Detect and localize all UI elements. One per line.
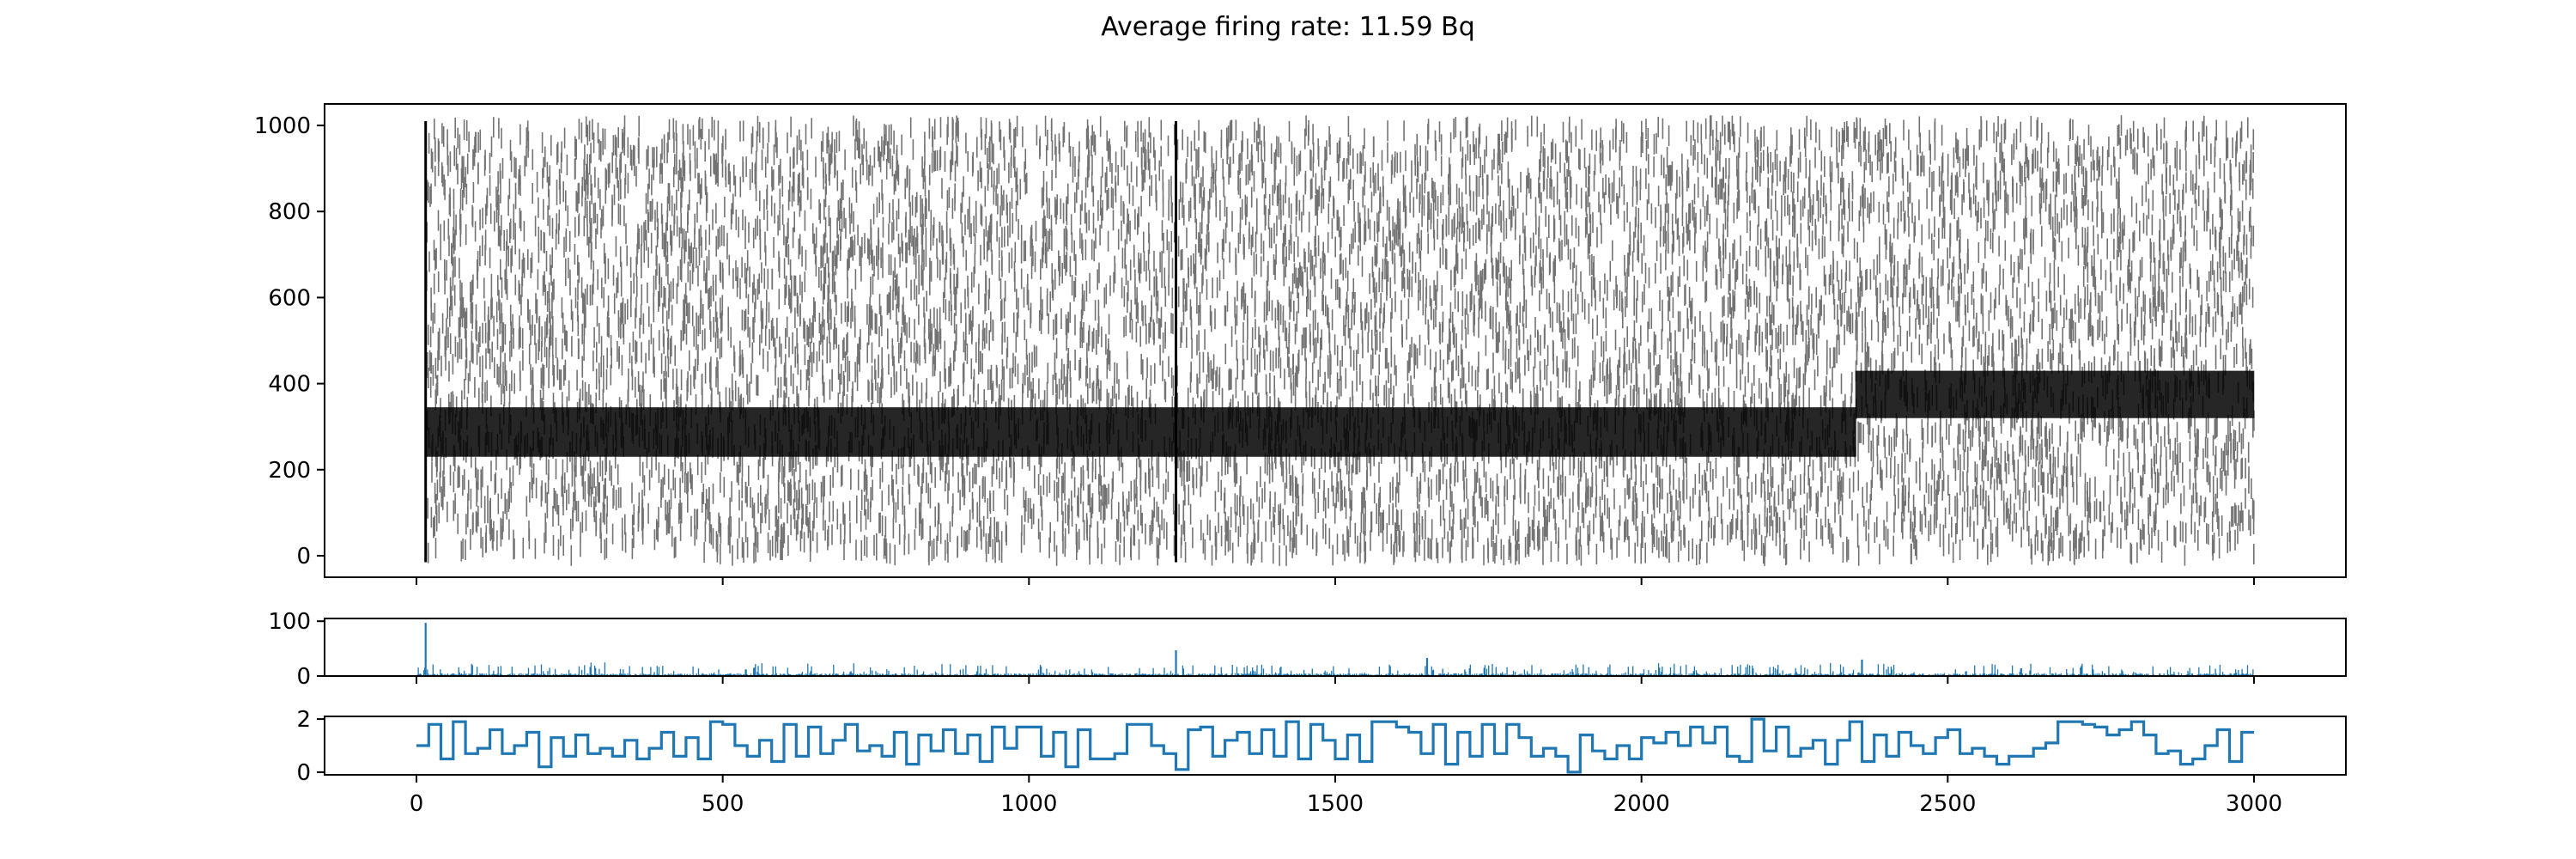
y-tick-label: 400	[268, 372, 311, 398]
y-tick-label: 600	[268, 285, 311, 311]
count-bars	[416, 623, 2254, 676]
y-tick-label: 200	[268, 458, 311, 484]
y-tick-label: 0	[296, 760, 311, 786]
x-tick-label: 1000	[1000, 791, 1057, 817]
y-tick-label: 2	[296, 707, 311, 733]
raster-sparse-spikes	[425, 115, 2255, 566]
y-tick-label: 100	[268, 609, 311, 635]
x-tick-label: 2000	[1613, 791, 1670, 817]
y-tick-label: 0	[296, 664, 311, 690]
x-tick-label: 500	[702, 791, 744, 817]
axes-frame	[324, 618, 2347, 677]
x-tick-label: 0	[410, 791, 424, 817]
raster-spikes	[424, 115, 2255, 566]
rate-step-panel: 0 2 0 500 1000 1500 2000 2500 3000	[296, 707, 2347, 817]
x-tick-label: 3000	[2226, 791, 2282, 817]
chart-title: Average firing rate: 11.59 Bq	[1101, 12, 1475, 42]
raster-band-1	[1855, 370, 2255, 418]
raster-panel: 0 200 400 600 800 1000	[254, 103, 2347, 585]
x-tick-label: 1500	[1307, 791, 1364, 817]
x-tick-label: 2500	[1919, 791, 1976, 817]
raster-band-fill	[1855, 370, 2255, 418]
population-count-panel: 0 100	[268, 609, 2347, 690]
y-tick-label: 800	[268, 199, 311, 225]
count-bars-baseline	[416, 662, 2254, 676]
y-tick-label: 1000	[254, 113, 311, 139]
y-tick-label: 0	[296, 544, 311, 570]
rate-step-line	[416, 717, 2254, 774]
